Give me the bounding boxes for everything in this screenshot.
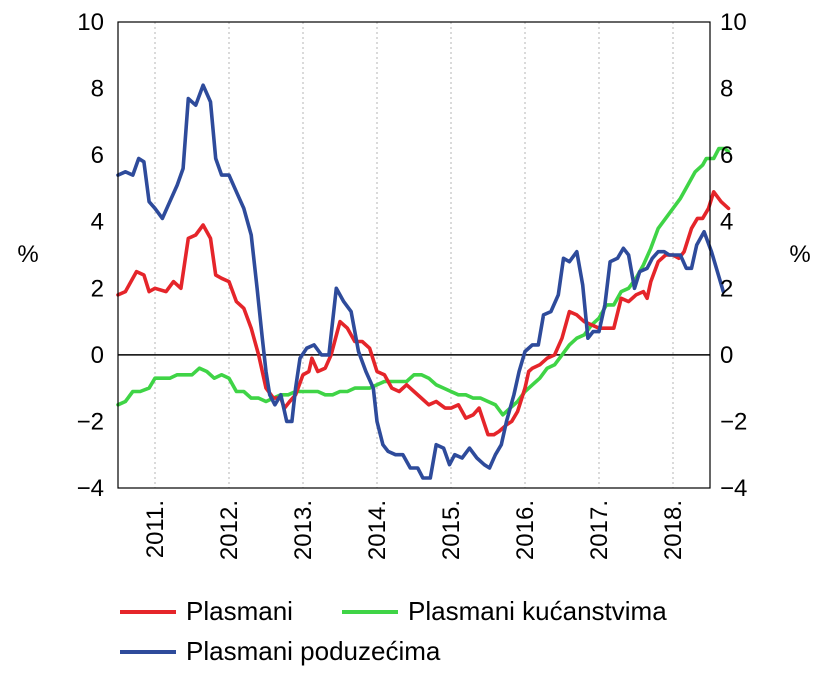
y-tick-label-right: 6 — [720, 142, 733, 169]
y-tick-label-left: 4 — [91, 209, 104, 236]
y-tick-label-right: −4 — [720, 475, 747, 502]
y-tick-label-left: 10 — [77, 9, 104, 36]
y-axis-label-right: % — [789, 241, 810, 268]
legend-item-plasmani-poduzecima: Plasmani poduzećima — [120, 636, 440, 667]
x-tick-label: 2013. — [290, 500, 317, 560]
y-tick-label-left: −2 — [77, 408, 104, 435]
x-tick-label: 2018. — [660, 500, 687, 560]
legend-label: Plasmani kućanstvima — [408, 596, 667, 626]
y-axis-left: −4 −2 0 2 4 6 8 10 — [77, 9, 104, 502]
x-tick-label: 2015. — [438, 500, 465, 560]
x-tick-label: 2016. — [512, 500, 539, 560]
series-line-2 — [116, 83, 726, 480]
x-tick-label: 2011. — [142, 500, 169, 558]
x-axis: 2011. 2012. 2013. 2014. 2015. 2016. 2017. 2018. — [142, 500, 687, 560]
legend-label: Plasmani — [186, 596, 293, 626]
series-line-0 — [116, 190, 731, 437]
legend-swatch-red — [120, 609, 176, 614]
y-tick-label-right: 0 — [720, 342, 733, 369]
series-lines — [116, 83, 731, 480]
y-tick-label-left: −4 — [77, 475, 104, 502]
y-tick-label-right: 8 — [720, 76, 733, 103]
x-tick-label: 2012. — [216, 500, 243, 560]
y-tick-label-left: 8 — [91, 76, 104, 103]
legend-item-plasmani: Plasmani — [120, 596, 293, 627]
y-tick-label-left: 6 — [91, 142, 104, 169]
legend-item-plasmani-kucanstvima: Plasmani kućanstvima — [342, 596, 667, 627]
y-tick-label-left: 0 — [91, 342, 104, 369]
y-tick-label-left: 2 — [91, 275, 104, 302]
y-tick-label-right: 2 — [720, 275, 733, 302]
plot-area-frame — [117, 21, 711, 489]
y-tick-label-right: 4 — [720, 209, 733, 236]
legend-swatch-blue — [120, 649, 176, 654]
x-tick-label: 2017. — [586, 500, 613, 560]
y-axis-right: −4 −2 0 2 4 6 8 10 — [720, 9, 747, 502]
legend-swatch-green — [342, 609, 398, 614]
legend-label: Plasmani poduzećima — [186, 636, 441, 666]
y-tick-label-right: −2 — [720, 408, 747, 435]
vertical-grid — [154, 22, 674, 488]
y-axis-label-left: % — [17, 241, 38, 268]
y-tick-label-right: 10 — [720, 9, 747, 36]
x-tick-label: 2014. — [364, 500, 391, 560]
